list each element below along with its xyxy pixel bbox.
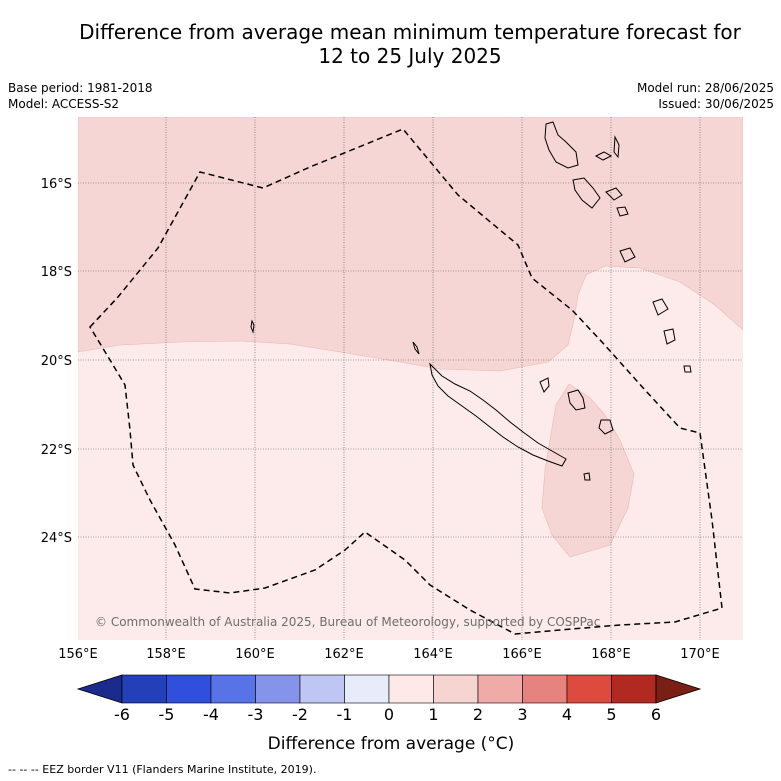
lon-labels: 156°E 158°E 160°E 162°E 164°E 166°E 168°… (58, 647, 720, 662)
colorbar-tick-label: 4 (562, 705, 572, 724)
colorbar-tick-label: 3 (517, 705, 527, 724)
colorbar-tick-label: 0 (384, 705, 394, 724)
colorbar-ticks: -6 -5 -4 -3 -2 -1 0 1 2 3 4 5 6 (114, 705, 661, 724)
belep-islands-coast (412, 341, 420, 355)
lon-label: 170°E (680, 647, 720, 662)
colorbar-tick-label: -6 (114, 705, 130, 724)
ouvea-coast (539, 377, 550, 393)
isle-of-pines-coast (583, 472, 591, 481)
colorbar-segment (433, 674, 479, 704)
lat-label: 22°S (41, 443, 72, 458)
lon-label: 166°E (502, 647, 542, 662)
copyright-text: © Commonwealth of Australia 2025, Bureau… (95, 615, 600, 629)
colorbar-segment (477, 674, 523, 704)
chesterfield-coast (250, 319, 255, 334)
mare-coast (598, 419, 614, 435)
model-run: Model run: 28/06/2025 (636, 81, 774, 95)
lat-label: 18°S (41, 265, 72, 280)
colorbar-tick-label: -5 (159, 705, 175, 724)
erromango-coast (619, 247, 636, 263)
islet-coast (683, 365, 692, 373)
lon-label: 162°E (324, 647, 364, 662)
lifou-coast (567, 389, 586, 411)
lat-label: 24°S (41, 531, 72, 546)
anomaly-region-1-2-north (78, 117, 743, 372)
lat-label: 20°S (41, 354, 72, 369)
title-line-2: 12 to 25 July 2025 (318, 44, 502, 68)
title-line-1: Difference from average mean minimum tem… (79, 20, 741, 44)
eez-border (89, 128, 723, 635)
colorbar-segment (566, 674, 612, 704)
coastlines (250, 121, 692, 481)
espiritu-santo-coast (544, 121, 579, 169)
issued-date: Issued: 30/06/2025 (658, 97, 774, 111)
lon-label: 164°E (413, 647, 453, 662)
colorbar-segment (121, 674, 167, 704)
colorbar-extend-high (655, 674, 702, 704)
colorbar-tick-label: 2 (473, 705, 483, 724)
lon-label: 158°E (146, 647, 186, 662)
model-name: Model: ACCESS-S2 (8, 97, 120, 111)
colorbar-tick-label: 6 (651, 705, 661, 724)
base-period: Base period: 1981-2018 (8, 81, 153, 95)
gridlines (78, 117, 743, 640)
lon-label: 156°E (58, 647, 98, 662)
colorbar-tick-label: -2 (292, 705, 308, 724)
meta-left: Base period: 1981-2018 Model: ACCESS-S2 (8, 80, 153, 112)
new-caledonia-coast (429, 362, 567, 467)
colorbar-tick-label: -4 (203, 705, 219, 724)
map-title: Difference from average mean minimum tem… (0, 20, 781, 68)
ambae-coast (594, 151, 613, 161)
colorbar-segment (344, 674, 390, 704)
colorbar-tick-label: 5 (606, 705, 616, 724)
loyalty-minor-coast (652, 298, 669, 316)
ambrym-coast (605, 187, 623, 201)
malekula-coast (572, 177, 601, 209)
colorbar-extend-low (76, 674, 123, 704)
lon-label: 160°E (235, 647, 275, 662)
colorbar-tick-label: -3 (248, 705, 264, 724)
colorbar-segment (611, 674, 657, 704)
colorbar (76, 674, 702, 704)
lon-label: 168°E (591, 647, 631, 662)
hunter-matthew-coast (663, 328, 676, 345)
colorbar-segment (166, 674, 212, 704)
colorbar-segment (210, 674, 256, 704)
anomaly-field (78, 117, 743, 640)
colorbar-title: Difference from average (°C) (268, 734, 515, 754)
efate-coast (616, 206, 629, 217)
lat-label: 16°S (41, 177, 72, 192)
colorbar-segment (522, 674, 568, 704)
meta-right: Model run: 28/06/2025 Issued: 30/06/2025 (637, 80, 774, 112)
colorbar-segment (299, 674, 345, 704)
colorbar-segment (255, 674, 301, 704)
colorbar-segment (388, 674, 434, 704)
lat-labels: 16°S 18°S 20°S 22°S 24°S (41, 177, 72, 546)
eez-footnote: -- -- -- EEZ border V11 (Flanders Marine… (8, 763, 317, 776)
pentecost-coast (613, 135, 620, 159)
colorbar-tick-label: 1 (428, 705, 438, 724)
colorbar-tick-label: -1 (337, 705, 353, 724)
